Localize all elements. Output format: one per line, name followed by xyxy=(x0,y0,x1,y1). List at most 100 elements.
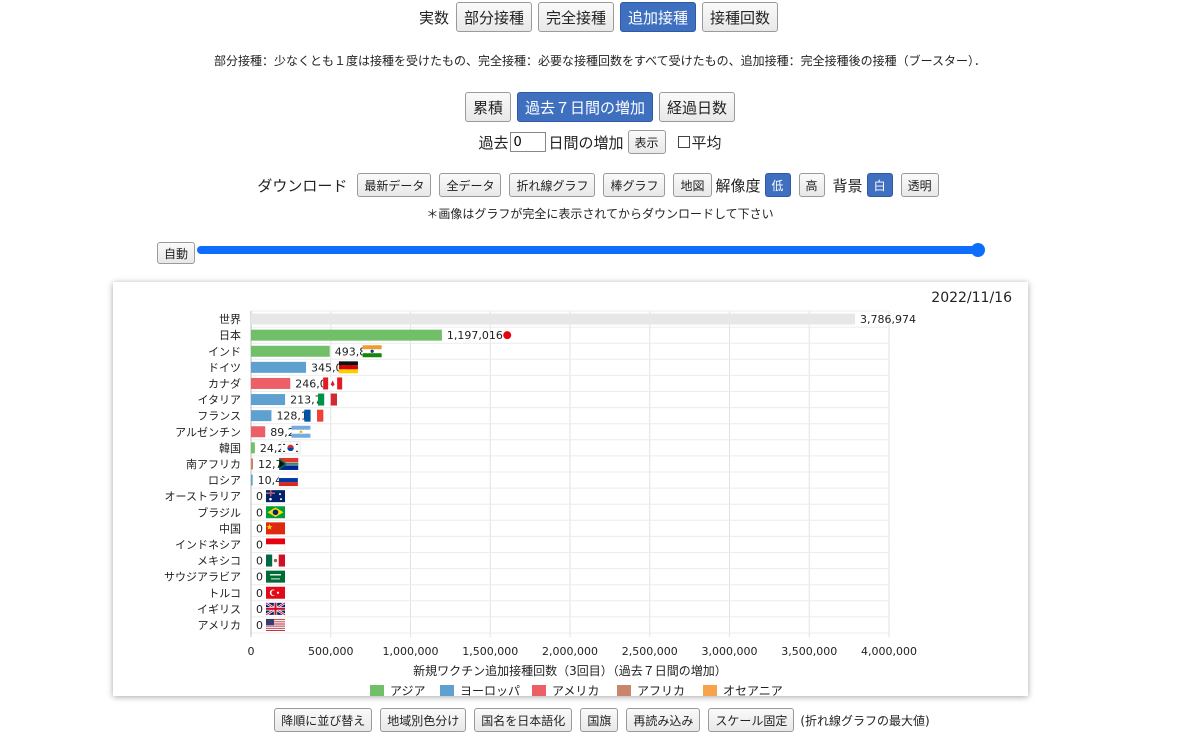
category-label: メキシコ xyxy=(197,555,241,568)
resolution-high-button[interactable]: 高 xyxy=(798,173,825,197)
period-elapsed-button[interactable]: 経過日数 xyxy=(659,92,736,122)
download-label: ダウンロード xyxy=(257,176,348,195)
average-checkbox[interactable] xyxy=(677,136,690,148)
x-tick-label: 2,500,000 xyxy=(622,645,678,658)
download-all-button[interactable]: 全データ xyxy=(439,173,502,197)
bar-6 xyxy=(251,410,272,422)
background-white-button[interactable]: 白 xyxy=(866,173,893,197)
legend-swatch-asia xyxy=(370,685,384,696)
legend-label-oceania: オセアニア xyxy=(723,684,783,696)
value-label: 0 xyxy=(256,490,263,503)
download-latest-button[interactable]: 最新データ xyxy=(357,173,432,197)
bar-7 xyxy=(251,426,266,438)
bar-0 xyxy=(251,313,856,325)
bar-2 xyxy=(251,345,330,357)
bottom-bar: 降順に並び替え 地域別色分け 国名を日本語化 国旗 再読み込み スケール固定 (… xyxy=(0,708,1200,732)
category-label: ロシア xyxy=(208,474,241,487)
x-tick-label: 3,500,000 xyxy=(781,645,837,658)
value-label: 0 xyxy=(256,555,263,568)
flag-brazil xyxy=(266,506,285,519)
category-label: サウジアラビア xyxy=(164,571,241,584)
flag-korea xyxy=(280,441,301,455)
value-label: 0 xyxy=(256,522,263,535)
chart-date: 2022/11/16 xyxy=(931,290,1012,306)
category-label: イタリア xyxy=(197,394,241,407)
x-tick-label: 4,000,000 xyxy=(861,645,917,658)
period-cumulative-button[interactable]: 累積 xyxy=(464,92,511,122)
flag-china xyxy=(266,522,285,535)
value-label: 1,197,016 xyxy=(447,329,503,342)
legend-label-africa: アフリカ xyxy=(637,684,685,696)
auto-play-button[interactable]: 自動 xyxy=(157,242,196,264)
bar-1 xyxy=(251,329,442,341)
value-label: 0 xyxy=(256,603,263,616)
period-7day-button[interactable]: 過去７日間の増加 xyxy=(516,92,653,122)
download-row: ダウンロード 最新データ 全データ 折れ線グラフ 棒グラフ 地図 解像度 低 高… xyxy=(0,173,1200,197)
download-map-button[interactable]: 地図 xyxy=(673,173,712,197)
flags-button[interactable]: 国旗 xyxy=(580,708,619,732)
category-label: オーストラリア xyxy=(165,490,241,503)
days-input[interactable] xyxy=(510,132,547,152)
value-label: 0 xyxy=(256,587,263,600)
color-by-region-button[interactable]: 地域別色分け xyxy=(380,708,467,732)
legend-swatch-africa xyxy=(617,685,631,696)
category-label: インドネシア xyxy=(175,538,241,551)
date-slider-track[interactable] xyxy=(197,246,981,254)
flag-usa xyxy=(266,618,285,631)
x-tick-label: 1,500,000 xyxy=(462,645,518,658)
mode-booster-button[interactable]: 追加接種 xyxy=(620,2,697,32)
mode-doses-button[interactable]: 接種回数 xyxy=(702,2,779,32)
value-label: 0 xyxy=(256,571,263,584)
download-note: ＊画像はグラフが完全に表示されてからダウンロードして下さい xyxy=(426,207,774,221)
mode-bar: 実数 部分接種 完全接種 追加接種 接種回数 xyxy=(0,2,1200,32)
japanese-names-button[interactable]: 国名を日本語化 xyxy=(474,708,573,732)
category-label: 南アフリカ xyxy=(186,458,241,471)
x-tick-label: 2,000,000 xyxy=(542,645,598,658)
flag-indonesia xyxy=(265,538,286,551)
x-axis-label: 新規ワクチン追加接種回数（3回目）（過去７日間の増加） xyxy=(413,663,727,678)
flag-south-africa xyxy=(279,457,299,470)
category-label: トルコ xyxy=(208,587,241,600)
category-label: ブラジル xyxy=(197,505,241,519)
category-label: アメリカ xyxy=(198,619,241,632)
x-tick-label: 1,000,000 xyxy=(383,645,439,658)
flag-india xyxy=(362,345,382,358)
chart-panel: 2022/11/16 0 500,000 1,000,000 1,500,000 2,00… xyxy=(113,282,1028,696)
background-transparent-button[interactable]: 透明 xyxy=(900,173,939,197)
flag-turkey xyxy=(266,586,285,599)
flag-canada xyxy=(323,377,343,390)
legend-label-europe: ヨーロッパ xyxy=(460,684,520,696)
flag-saudi-arabia xyxy=(266,570,285,583)
resolution-label: 解像度 xyxy=(715,176,761,195)
flag-argentina xyxy=(291,425,311,438)
legend-swatch-america xyxy=(532,685,546,696)
legend-swatch-europe xyxy=(440,685,454,696)
date-slider-thumb[interactable] xyxy=(971,243,985,257)
download-bar-chart-button[interactable]: 棒グラフ xyxy=(603,173,666,197)
flag-germany xyxy=(338,361,358,374)
reload-button[interactable]: 再読み込み xyxy=(626,708,701,732)
category-label: 中国 xyxy=(219,522,241,535)
value-label: 0 xyxy=(256,506,263,519)
days-row: 過去 日間の増加 表示 平均 xyxy=(0,130,1200,154)
flag-australia xyxy=(266,490,285,503)
download-line-chart-button[interactable]: 折れ線グラフ xyxy=(509,173,596,197)
mode-full-button[interactable]: 完全接種 xyxy=(537,2,614,32)
days-prefix: 過去 xyxy=(478,133,509,152)
days-suffix: 日間の増加 xyxy=(548,133,624,152)
category-label: イギリス xyxy=(197,603,241,616)
bar-8 xyxy=(251,442,255,454)
flag-japan xyxy=(503,331,512,340)
sort-descending-button[interactable]: 降順に並び替え xyxy=(274,708,373,732)
period-bar: 累積 過去７日間の増加 経過日数 xyxy=(0,92,1200,122)
resolution-low-button[interactable]: 低 xyxy=(764,173,791,197)
legend-label-america: アメリカ xyxy=(552,684,599,696)
bar-10 xyxy=(251,474,253,486)
category-label: フランス xyxy=(197,410,241,423)
bar-chart: 2022/11/16 0 500,000 1,000,000 1,500,000 2,00… xyxy=(164,290,1012,696)
category-label: アルゼンチン xyxy=(175,426,241,439)
show-button[interactable]: 表示 xyxy=(627,130,666,154)
mode-partial-button[interactable]: 部分接種 xyxy=(455,2,532,32)
legend-swatch-oceania xyxy=(703,685,717,696)
fix-scale-button[interactable]: スケール固定 xyxy=(708,708,795,732)
